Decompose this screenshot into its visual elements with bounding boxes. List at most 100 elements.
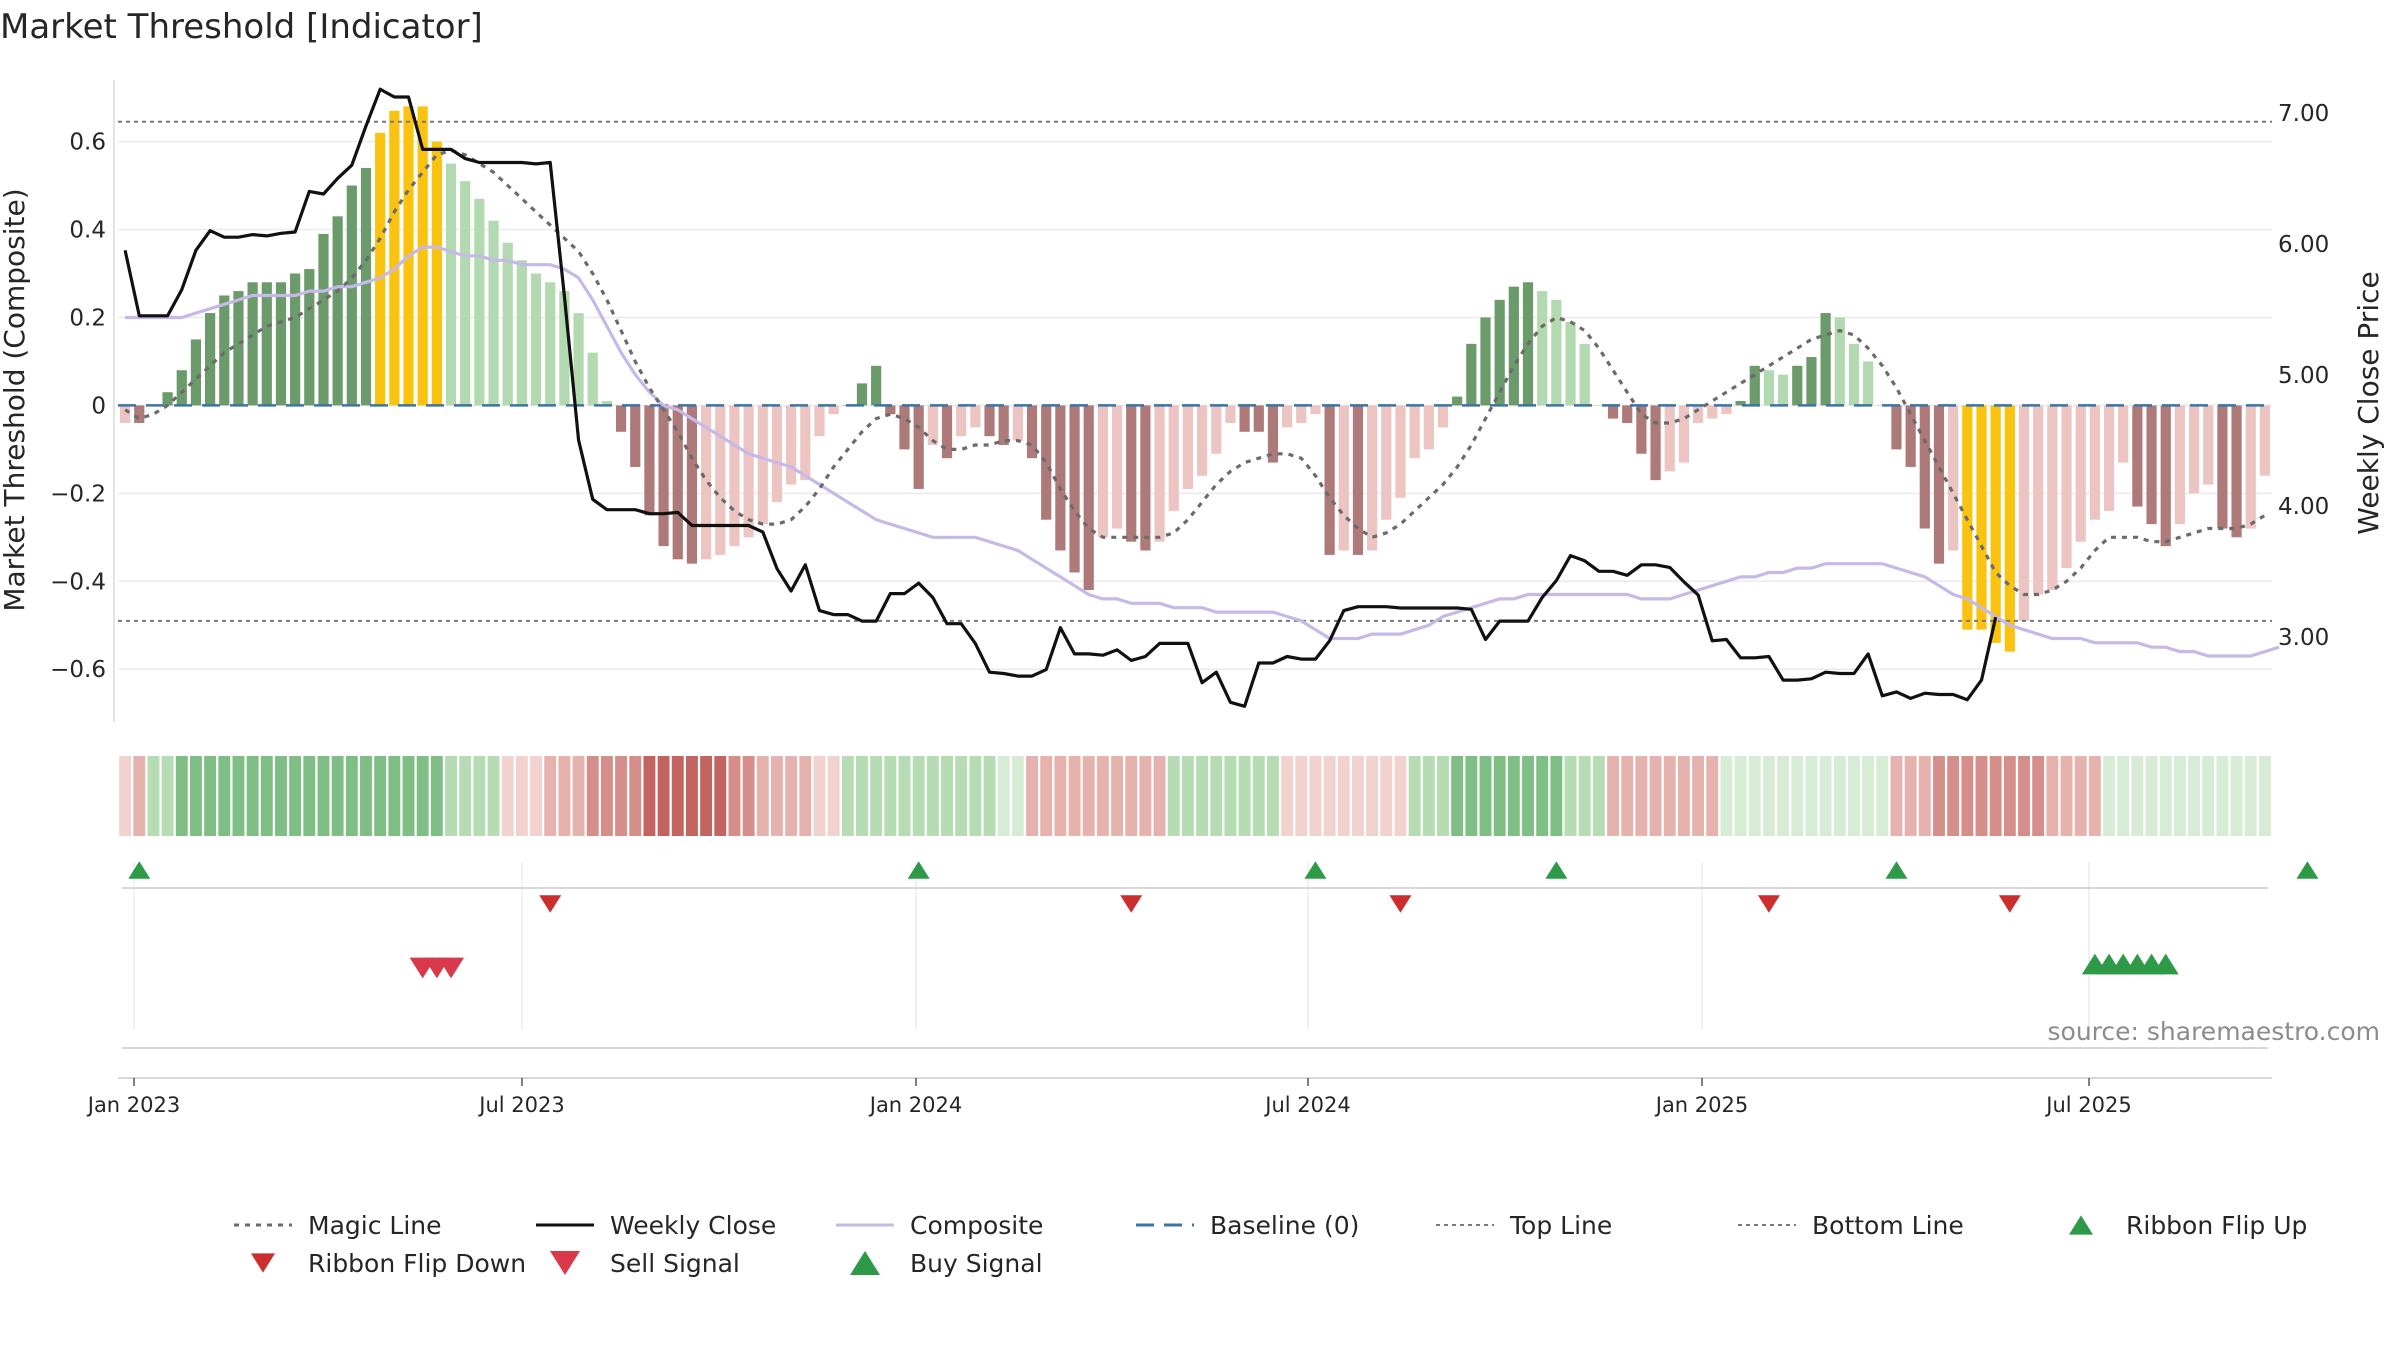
ribbon-cell [941, 756, 953, 836]
composite-bar [162, 392, 173, 406]
ribbon-cell [756, 756, 769, 836]
ribbon-cell [643, 756, 656, 836]
composite-bar [176, 370, 187, 406]
ribbon-cell [1564, 756, 1577, 836]
composite-bar [1891, 405, 1902, 450]
composite-bar [630, 405, 641, 467]
ribbon-cell [1026, 756, 1038, 836]
ribbon-cell [657, 756, 670, 836]
ribbon-cell [530, 756, 542, 836]
ribbon-cell [1437, 756, 1449, 836]
ribbon-cell [2173, 756, 2186, 836]
legend-label: Ribbon Flip Up [2126, 1211, 2307, 1240]
x-tick-label: Jul 2024 [1263, 1093, 1350, 1117]
ribbon-cell [515, 756, 528, 836]
legend-item: Ribbon Flip Down [251, 1249, 526, 1278]
ribbon-cell [1394, 756, 1407, 836]
x-tick-label: Jul 2025 [2044, 1093, 2131, 1117]
ribbon-cell [1663, 756, 1676, 836]
ribbon-cell [1181, 756, 1194, 836]
composite-bar [1792, 365, 1803, 406]
ribbon-cell [1210, 756, 1223, 836]
ribbon-cell [1068, 756, 1081, 836]
composite-bar [1551, 299, 1562, 406]
composite-bar [757, 405, 768, 525]
y-axis-right: 7.00 6.00 5.00 4.00 3.00 [2278, 101, 2329, 651]
legend-item: Composite [836, 1211, 1043, 1240]
ribbon-cell [926, 756, 939, 836]
ribbon-cell [671, 756, 684, 836]
composite-bar [1225, 405, 1236, 423]
ribbon-cell [2103, 756, 2115, 836]
composite-bar [1976, 405, 1987, 630]
y2-tick-label: 7.00 [2278, 101, 2329, 127]
composite-bar [814, 405, 825, 437]
legend-label: Baseline (0) [1210, 1211, 1359, 1240]
ribbon-cell [289, 756, 302, 836]
ribbon-cell [501, 756, 514, 836]
composite-bar [1423, 405, 1434, 450]
composite-bar [1196, 405, 1208, 476]
composite-bar [1267, 405, 1279, 463]
ribbon-cell [218, 756, 231, 836]
ribbon-cell [260, 756, 273, 836]
ribbon-cell [615, 756, 628, 836]
legend-item: Top Line [1436, 1211, 1612, 1240]
composite-bar [233, 291, 244, 406]
legend: Magic Line Weekly Close Composite Baseline … [234, 1211, 2307, 1278]
composite-bar [2089, 405, 2100, 520]
composite-bar [516, 260, 527, 406]
ribbon-cell [2188, 756, 2201, 836]
ribbon-cell [161, 756, 174, 836]
ribbon-cell [1762, 756, 1775, 836]
ribbon-cell [1522, 756, 1534, 836]
composite-bar [389, 110, 400, 406]
composite-bar [672, 405, 683, 560]
legend-item: Weekly Close [536, 1211, 776, 1240]
composite-bar [2188, 405, 2200, 494]
composite-bar [1607, 405, 1619, 419]
y2-tick-label: 4.00 [2278, 494, 2329, 520]
composite-bar [2174, 405, 2185, 525]
ribbon-cell [1323, 756, 1336, 836]
ribbon-cell [700, 756, 713, 836]
composite-bar [1466, 343, 1477, 406]
y-tick-label: 0.2 [69, 305, 106, 331]
ribbon-cell [1352, 756, 1364, 836]
y-axis-left: 0.6 0.4 0.2 0 −0.2 −0.4 −0.6 [50, 130, 106, 684]
legend-item: Ribbon Flip Up [2069, 1211, 2307, 1240]
composite-bar [119, 405, 131, 423]
ribbon-cell [133, 756, 146, 836]
ribbon-cell [1479, 756, 1492, 836]
ribbon-cell [1649, 756, 1662, 836]
composite-bar [1848, 343, 1860, 406]
ribbon-flip-up-marker [2296, 861, 2319, 879]
ribbon-cell [898, 756, 911, 836]
composite-bar [1069, 405, 1080, 573]
ribbon-cell [1748, 756, 1761, 836]
composite-bar [1168, 405, 1179, 511]
legend-label: Buy Signal [910, 1249, 1043, 1278]
composite-bar [1409, 405, 1420, 459]
ribbon-cell [1422, 756, 1435, 836]
ribbon-cell [2244, 756, 2257, 836]
composite-bar [1692, 405, 1704, 423]
ribbon-cell [374, 756, 387, 836]
composite-bar [1352, 405, 1364, 555]
composite-bar [375, 132, 386, 406]
composite-bar [1777, 374, 1789, 406]
composite-bar [1154, 405, 1165, 542]
ribbon-cell [416, 756, 429, 836]
ribbon-cell [955, 756, 968, 836]
composite-bar [2103, 405, 2115, 511]
ribbon-flip-up-marker [1304, 861, 1327, 879]
composite-bar [686, 405, 698, 564]
composite-bar [1820, 313, 1831, 406]
composite-bar [1990, 405, 2001, 643]
composite-bar [1622, 405, 1633, 423]
ribbon-cell [1621, 756, 1634, 836]
composite-bar [1083, 405, 1094, 591]
composite-bar [488, 220, 499, 406]
legend-item: Baseline (0) [1136, 1211, 1359, 1240]
